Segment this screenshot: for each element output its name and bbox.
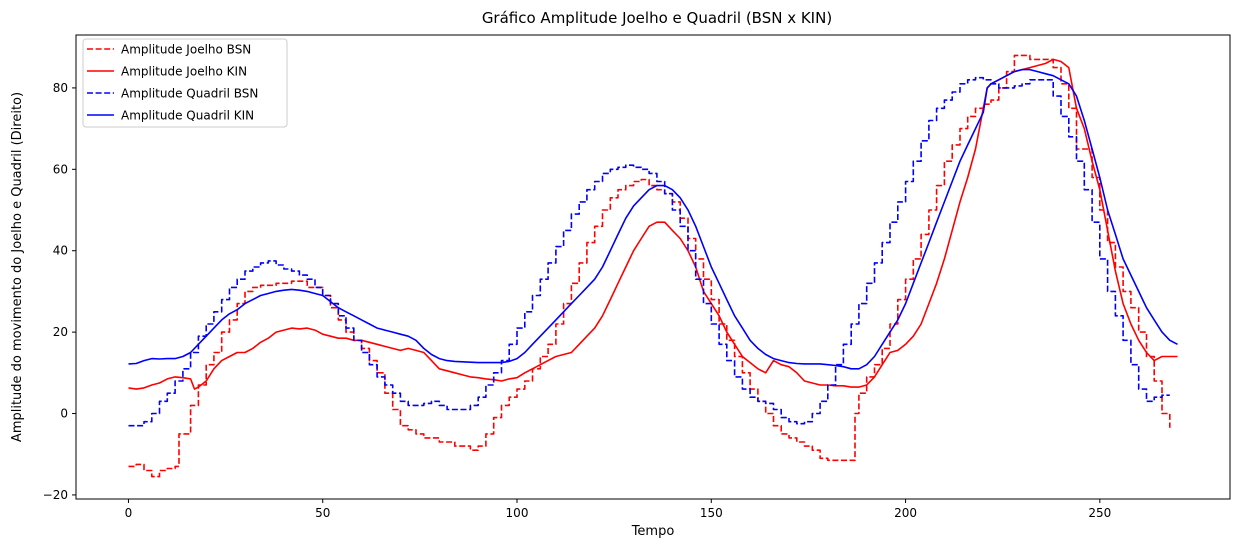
x-tick-label: 100: [506, 506, 529, 520]
legend-box: [82, 38, 288, 128]
y-tick-label: −20: [43, 488, 68, 502]
y-tick-label: 60: [53, 162, 68, 176]
y-tick-label: 0: [60, 407, 68, 421]
x-tick-label: 0: [125, 506, 133, 520]
x-axis-ticks: 0 50 100 150 200 250: [125, 499, 1111, 520]
series-lines: [128, 54, 1178, 478]
chart-title: Gráfico Amplitude Joelho e Quadril (BSN …: [482, 9, 832, 27]
x-tick-label: 50: [315, 506, 330, 520]
y-axis-ticks: −20 0 20 40 60 80: [43, 81, 76, 502]
y-tick-label: 20: [53, 325, 68, 339]
y-tick-label: 80: [53, 81, 68, 95]
x-tick-label: 200: [894, 506, 917, 520]
legend: Amplitude Joelho BSN Amplitude Joelho KIN…: [82, 38, 288, 128]
x-axis-label: Tempo: [631, 524, 675, 539]
series-line-1: [128, 54, 1171, 478]
y-tick-label: 40: [53, 244, 68, 258]
x-tick-label: 250: [1088, 506, 1111, 520]
series-line-3: [128, 76, 1170, 427]
legend-label: Amplitude Joelho BSN: [121, 43, 251, 57]
y-axis-label: Amplitude do movimento do Joelho e Quadr…: [10, 92, 25, 442]
legend-label: Amplitude Quadril KIN: [121, 109, 254, 123]
legend-label: Amplitude Quadril BSN: [121, 87, 258, 101]
x-tick-label: 150: [700, 506, 723, 520]
series-line-4: [128, 68, 1178, 370]
legend-label: Amplitude Joelho KIN: [121, 65, 247, 79]
